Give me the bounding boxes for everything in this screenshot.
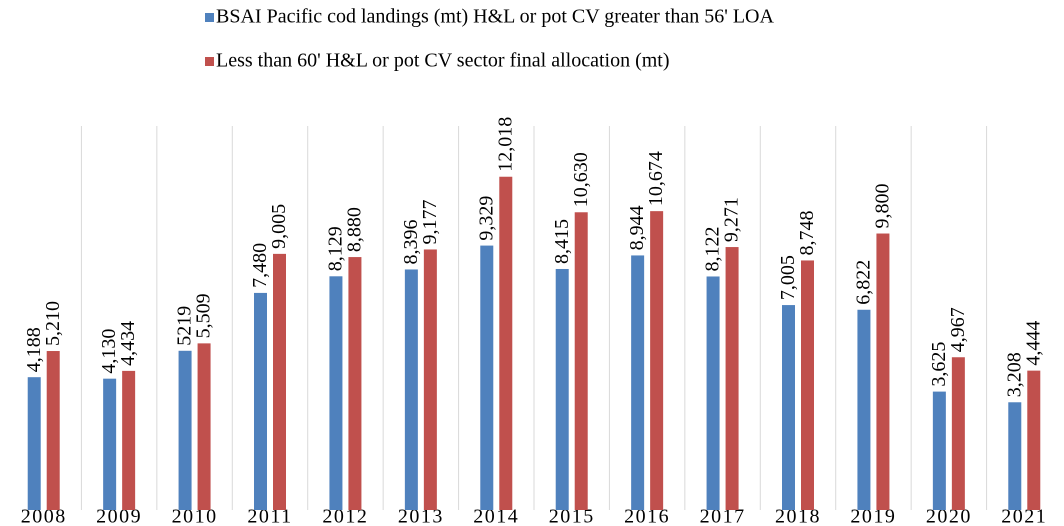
x-tick-label: 2016 bbox=[624, 506, 670, 526]
x-tick-label: 2009 bbox=[96, 506, 142, 526]
x-tick-label: 2018 bbox=[775, 506, 821, 526]
x-tick-label: 2010 bbox=[172, 506, 218, 526]
bar bbox=[46, 351, 60, 510]
value-label: 10,630 bbox=[570, 152, 592, 207]
legend-label: Less than 60' H&L or pot CV sector final… bbox=[216, 50, 670, 72]
value-label: 4,444 bbox=[1022, 321, 1044, 366]
value-label: 3,625 bbox=[928, 342, 950, 387]
x-tick-label: 2020 bbox=[926, 506, 972, 526]
bar bbox=[480, 245, 494, 510]
bar bbox=[1027, 370, 1041, 510]
value-label: 4,967 bbox=[947, 307, 969, 352]
value-label: 8,880 bbox=[344, 207, 366, 252]
bar bbox=[951, 357, 965, 510]
bar bbox=[423, 249, 437, 510]
value-label: 8,748 bbox=[796, 210, 818, 255]
bar bbox=[404, 269, 418, 510]
value-label: 12,018 bbox=[494, 117, 516, 172]
value-label: 7,480 bbox=[249, 243, 271, 288]
x-tick-label: 2017 bbox=[700, 506, 746, 526]
bar bbox=[555, 268, 569, 510]
x-tick-label: 2021 bbox=[1001, 506, 1047, 526]
value-label: 9,005 bbox=[268, 204, 290, 249]
x-tick-label: 2019 bbox=[850, 506, 896, 526]
x-tick-label: 2014 bbox=[473, 506, 519, 526]
bar bbox=[499, 176, 513, 510]
bar bbox=[801, 260, 814, 510]
value-label: 6,822 bbox=[853, 260, 875, 305]
value-label: 4,188 bbox=[23, 327, 45, 372]
value-label: 8,415 bbox=[551, 219, 573, 264]
legend-swatch bbox=[205, 13, 214, 22]
bar bbox=[857, 309, 871, 510]
x-tick-label: 2008 bbox=[21, 506, 67, 526]
bar bbox=[631, 255, 645, 510]
bar bbox=[1008, 402, 1022, 510]
legend-swatch bbox=[205, 57, 214, 66]
bar bbox=[178, 350, 192, 510]
bar bbox=[27, 377, 41, 510]
legend-label: BSAI Pacific cod landings (mt) H&L or po… bbox=[216, 6, 774, 28]
value-label: 9,329 bbox=[475, 196, 497, 241]
value-label: 8,122 bbox=[702, 226, 724, 271]
bar bbox=[197, 343, 211, 510]
x-tick-label: 2011 bbox=[247, 506, 292, 526]
bar bbox=[725, 247, 739, 511]
value-label: 8,129 bbox=[325, 226, 347, 271]
value-label: 9,271 bbox=[721, 197, 743, 242]
bar bbox=[706, 276, 720, 510]
bar bbox=[932, 391, 946, 510]
bar bbox=[650, 211, 664, 510]
value-label: 9,177 bbox=[419, 199, 441, 244]
value-label: 3,208 bbox=[1003, 352, 1025, 397]
value-label: 7,005 bbox=[777, 255, 799, 300]
bar bbox=[876, 233, 890, 510]
value-label: 5219 bbox=[174, 306, 196, 346]
value-label: 4,130 bbox=[98, 329, 120, 374]
value-label: 8,944 bbox=[626, 205, 648, 250]
bar bbox=[348, 257, 362, 510]
x-tick-label: 2013 bbox=[398, 506, 444, 526]
bar bbox=[329, 276, 343, 510]
value-label: 5,210 bbox=[42, 301, 64, 346]
value-label: 9,800 bbox=[872, 184, 894, 229]
x-tick-label: 2012 bbox=[322, 506, 368, 526]
bar bbox=[273, 253, 286, 510]
value-label: 4,434 bbox=[117, 321, 139, 366]
value-label: 5,509 bbox=[193, 293, 215, 338]
value-label: 8,396 bbox=[400, 219, 422, 264]
bar bbox=[122, 370, 136, 510]
bar bbox=[782, 305, 795, 510]
bar bbox=[103, 378, 117, 510]
value-label: 10,674 bbox=[645, 151, 667, 206]
bar bbox=[574, 212, 588, 510]
bar bbox=[254, 292, 267, 510]
x-tick-label: 2015 bbox=[549, 506, 595, 526]
